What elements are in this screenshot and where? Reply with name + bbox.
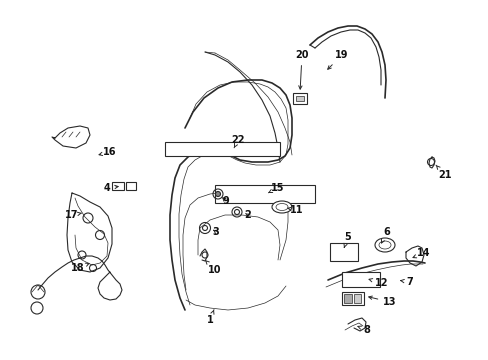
Bar (343, 294, 351, 303)
Text: 4: 4 (103, 183, 118, 193)
Text: 20: 20 (295, 50, 308, 89)
Text: 2: 2 (244, 210, 251, 220)
Bar (341, 292, 363, 305)
Text: 8: 8 (357, 325, 370, 335)
Ellipse shape (378, 241, 390, 249)
Bar (164, 142, 280, 156)
Bar (112, 182, 124, 190)
Text: 14: 14 (412, 248, 430, 258)
Text: 17: 17 (65, 210, 81, 220)
Text: 1: 1 (206, 310, 214, 325)
Text: 11: 11 (287, 205, 303, 215)
Ellipse shape (275, 203, 287, 211)
Text: 12: 12 (368, 278, 388, 288)
Bar (126, 182, 136, 190)
Circle shape (215, 192, 220, 197)
Ellipse shape (271, 201, 291, 213)
Ellipse shape (374, 238, 394, 252)
Text: 3: 3 (212, 227, 219, 237)
Text: 15: 15 (268, 183, 284, 193)
Text: 9: 9 (222, 196, 229, 206)
Text: 22: 22 (231, 135, 244, 148)
Text: 13: 13 (368, 296, 396, 307)
Bar (341, 272, 379, 287)
Bar (353, 294, 360, 303)
Bar (292, 93, 306, 104)
Bar (215, 185, 314, 203)
Text: 18: 18 (71, 263, 89, 273)
Bar (329, 243, 357, 261)
Text: 5: 5 (343, 232, 351, 247)
Text: 16: 16 (99, 147, 117, 157)
Text: 19: 19 (327, 50, 348, 69)
Text: 7: 7 (400, 277, 412, 287)
Text: 10: 10 (205, 260, 221, 275)
Text: 21: 21 (435, 165, 451, 180)
Text: 6: 6 (381, 227, 389, 243)
Bar (295, 96, 304, 101)
